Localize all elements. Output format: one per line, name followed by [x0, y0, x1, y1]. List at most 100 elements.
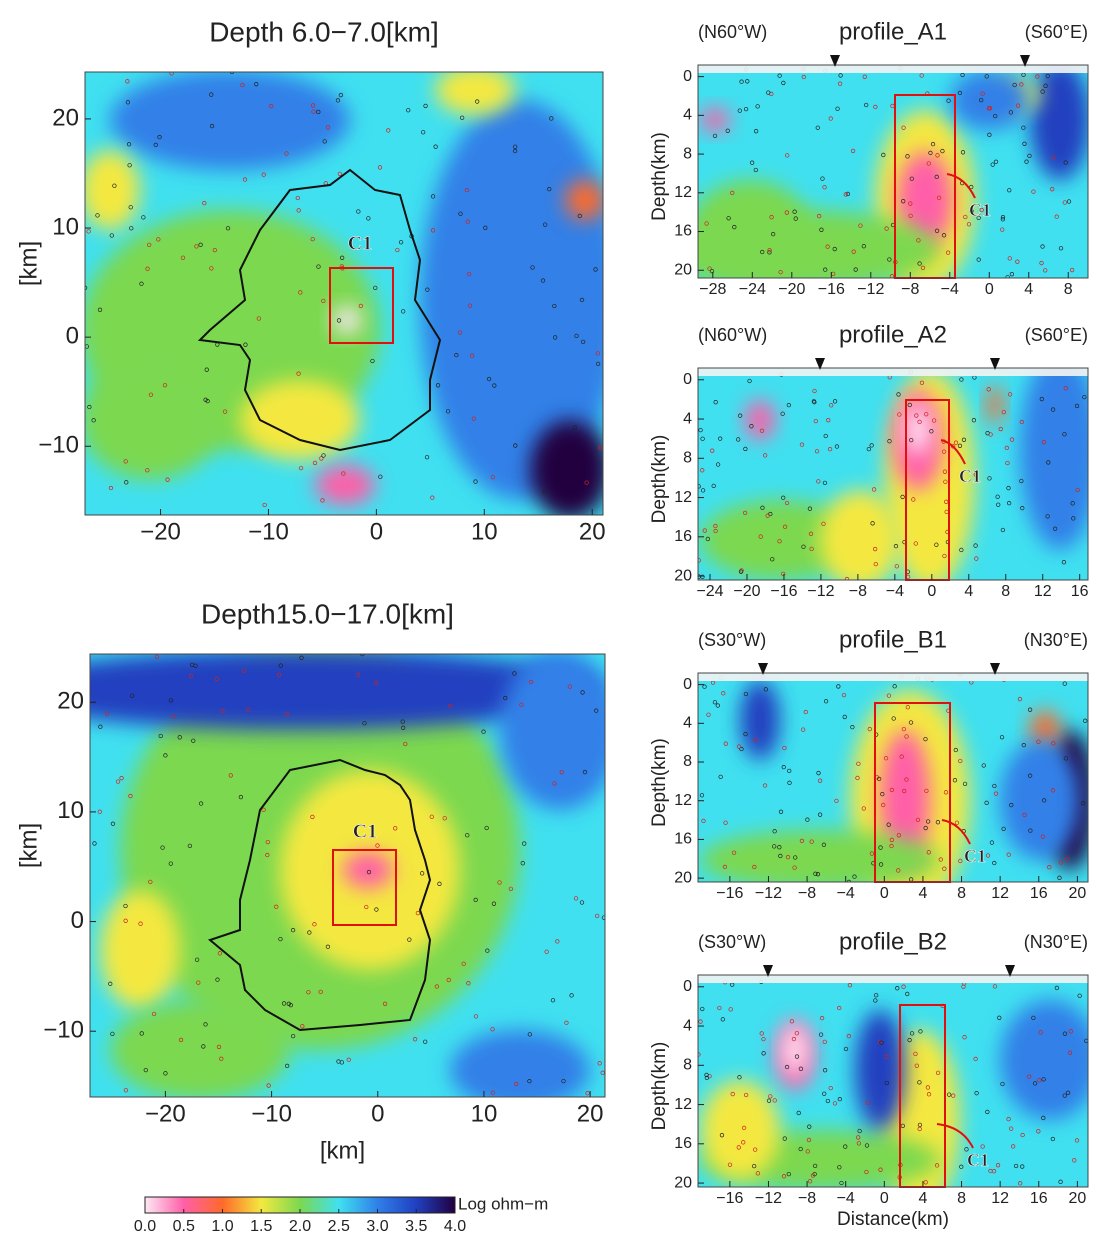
seismic-dot	[1022, 812, 1027, 818]
seismic-dot	[585, 1091, 590, 1096]
x-tick-label: 0	[371, 1100, 384, 1127]
resistivity-blob	[1030, 65, 1088, 180]
y-tick-label: 4	[683, 107, 692, 124]
seismic-dot	[601, 915, 605, 920]
seismic-dot	[987, 476, 992, 481]
seismic-dot	[698, 427, 703, 433]
seismic-dot	[1027, 707, 1033, 712]
seismic-dot	[960, 72, 965, 78]
seismic-dot	[1021, 125, 1026, 130]
seismic-dot	[425, 287, 430, 292]
seismic-dot	[594, 708, 599, 713]
seismic-dot	[87, 404, 92, 410]
seismic-dot	[936, 195, 942, 200]
seismic-dot	[194, 957, 200, 962]
seismic-dot	[827, 447, 833, 452]
seismic-dot	[934, 542, 939, 547]
seismic-dot	[781, 495, 786, 500]
seismic-dot	[730, 190, 735, 196]
seismic-dot	[574, 333, 579, 339]
seismic-dot	[407, 937, 412, 942]
seismic-dot	[904, 777, 909, 782]
seismic-dot	[261, 172, 266, 177]
seismic-dot	[128, 205, 133, 210]
seismic-dot	[770, 231, 776, 237]
seismic-dot	[880, 792, 885, 797]
foreground-layer: −20 −10 0 10 20 −10 0 10 20 Depth 6.0−7.0[km] [km]…	[15, 16, 1088, 1235]
seismic-dot	[993, 113, 998, 119]
seismic-dot	[900, 1123, 905, 1128]
region-label: C1	[353, 821, 377, 843]
seismic-dot	[816, 479, 821, 484]
seismic-dot	[375, 843, 380, 848]
seismic-dot	[459, 115, 465, 120]
seismic-dot	[1021, 743, 1026, 748]
seismic-dot	[550, 998, 556, 1003]
seismic-dot	[187, 843, 193, 849]
seismic-dot	[1050, 187, 1055, 192]
seismic-dot	[241, 668, 246, 674]
seismic-dot	[492, 383, 497, 388]
seismic-dot	[770, 557, 775, 562]
seismic-dot	[148, 879, 153, 885]
seismic-dot	[961, 437, 967, 442]
resistivity-blob	[700, 1080, 780, 1180]
seismic-dot	[784, 1064, 790, 1070]
seismic-dot	[876, 776, 882, 782]
seismic-dot	[1000, 527, 1006, 533]
seismic-dot	[715, 462, 721, 467]
seismic-dot	[579, 297, 585, 303]
y-tick-label: −10	[38, 432, 79, 459]
seismic-dot	[124, 480, 129, 485]
seismic-dot	[814, 449, 820, 454]
seismic-dot	[835, 106, 840, 111]
seismic-dot	[448, 703, 453, 709]
seismic-dot	[736, 437, 741, 442]
seismic-dot	[974, 1091, 979, 1096]
seismic-dot	[325, 944, 331, 949]
seismic-dot	[832, 246, 837, 252]
x-tick-label: 12	[1034, 583, 1052, 600]
seismic-dot	[823, 267, 828, 272]
x-tick-label: −12	[755, 1190, 782, 1207]
seismic-dot	[801, 544, 806, 549]
y-tick-label: 0	[683, 978, 692, 995]
seismic-dot	[464, 188, 470, 193]
seismic-dot	[1017, 696, 1023, 702]
seismic-dot	[717, 1005, 722, 1011]
seismic-dot	[1058, 246, 1064, 251]
panel-image	[90, 654, 605, 1097]
seismic-dot	[924, 788, 929, 794]
seismic-dot	[896, 392, 901, 397]
seismic-dot	[825, 1098, 831, 1104]
seismic-dot	[743, 446, 748, 452]
seismic-dot	[818, 1032, 824, 1037]
seismic-dot	[964, 1147, 969, 1152]
seismic-dot	[952, 778, 958, 783]
seismic-dot	[1061, 560, 1067, 565]
colorbar-tick-label: 0.5	[173, 1218, 195, 1235]
annotation-arrow	[940, 439, 966, 465]
seismic-dot	[238, 794, 244, 800]
seismic-dot	[580, 690, 585, 695]
x-axis-label: [km]	[320, 1137, 365, 1164]
frame	[697, 672, 1089, 883]
seismic-dot	[988, 432, 993, 437]
seismic-dot	[798, 1146, 803, 1152]
seismic-dot	[896, 833, 902, 838]
seismic-dot	[265, 852, 270, 858]
caldera-outline	[207, 758, 432, 1032]
seismic-dot	[926, 161, 931, 166]
seismic-dot	[823, 433, 828, 439]
resistivity-blob	[85, 360, 220, 480]
seismic-dot	[784, 210, 789, 215]
seismic-dot	[846, 1034, 852, 1039]
seismic-dot	[569, 993, 574, 998]
seismic-dot	[959, 1164, 964, 1169]
seismic-dot	[288, 1003, 294, 1008]
seismic-dot	[209, 266, 214, 271]
seismic-dot	[878, 862, 884, 867]
seismic-dot	[786, 1171, 791, 1177]
seismic-dot	[168, 861, 173, 866]
seismic-dot	[929, 429, 934, 434]
